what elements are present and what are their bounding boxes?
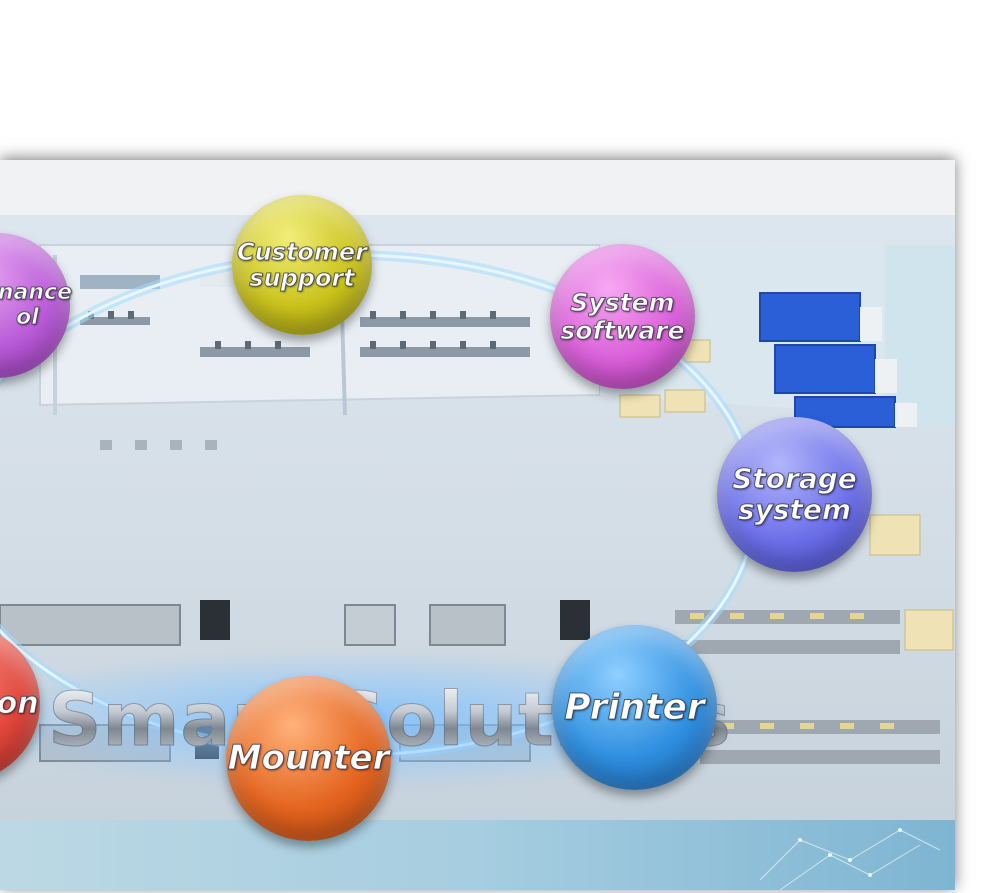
bubble-storage-system-label: Storage system — [732, 461, 858, 526]
bubble-maintenance-label: enance ol — [0, 280, 73, 330]
bubble-customer-support[interactable]: Customer support — [232, 195, 372, 335]
bubble-mounter[interactable]: Mounter — [226, 676, 391, 841]
bubble-storage-system[interactable]: Storage system — [717, 417, 872, 572]
bubble-system-software[interactable]: System software — [550, 244, 695, 389]
bubble-system-software-label: System software — [560, 288, 685, 345]
network-lines-decor — [759, 828, 941, 891]
bubble-mounter-label: Mounter — [227, 737, 390, 778]
bottom-decor-strip — [0, 820, 955, 891]
bubble-printer[interactable]: Printer — [552, 625, 717, 790]
bubble-printer-label: Printer — [564, 686, 705, 728]
bubble-inspection-label: ion — [0, 686, 39, 721]
bubble-customer-support-label: Customer support — [236, 237, 368, 292]
